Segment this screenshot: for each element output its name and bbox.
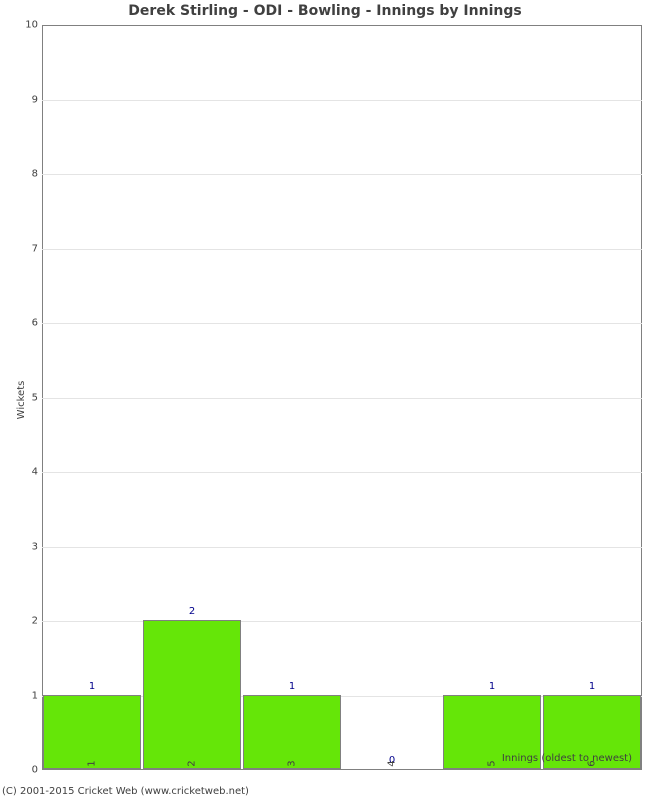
- ytick-label: 1: [8, 690, 38, 701]
- xtick-label: 2: [187, 760, 198, 766]
- ytick-label: 4: [8, 467, 38, 478]
- ytick-label: 9: [8, 94, 38, 105]
- xtick-label: 3: [287, 760, 298, 766]
- xtick-label: 1: [87, 760, 98, 766]
- x-axis-label: Innings (oldest to newest): [502, 753, 632, 764]
- plot-area: 121011: [42, 25, 642, 770]
- chart-frame: 121011 Derek Stirling - ODI - Bowling - …: [0, 0, 650, 800]
- copyright-text: (C) 2001-2015 Cricket Web (www.cricketwe…: [2, 786, 249, 797]
- bar-value-label: 1: [289, 681, 295, 692]
- bar-value-label: 1: [589, 681, 595, 692]
- grid-line: [42, 621, 642, 622]
- bar: [143, 620, 241, 769]
- grid-line: [42, 174, 642, 175]
- grid-line: [42, 547, 642, 548]
- ytick-label: 6: [8, 318, 38, 329]
- ytick-label: 3: [8, 541, 38, 552]
- xtick-label: 4: [387, 760, 398, 766]
- ytick-label: 7: [8, 243, 38, 254]
- grid-line: [42, 398, 642, 399]
- grid-line: [42, 249, 642, 250]
- ytick-label: 0: [8, 765, 38, 776]
- bar: [43, 695, 141, 770]
- xtick-label: 5: [487, 760, 498, 766]
- grid-line: [42, 472, 642, 473]
- grid-line: [42, 100, 642, 101]
- bar-value-label: 1: [489, 681, 495, 692]
- chart-title: Derek Stirling - ODI - Bowling - Innings…: [0, 3, 650, 19]
- grid-line: [42, 323, 642, 324]
- ytick-label: 5: [8, 392, 38, 403]
- ytick-label: 10: [8, 20, 38, 31]
- xtick-label: 6: [587, 760, 598, 766]
- bar-value-label: 2: [189, 606, 195, 617]
- bar-value-label: 1: [89, 681, 95, 692]
- bar: [243, 695, 341, 770]
- ytick-label: 8: [8, 169, 38, 180]
- ytick-label: 2: [8, 616, 38, 627]
